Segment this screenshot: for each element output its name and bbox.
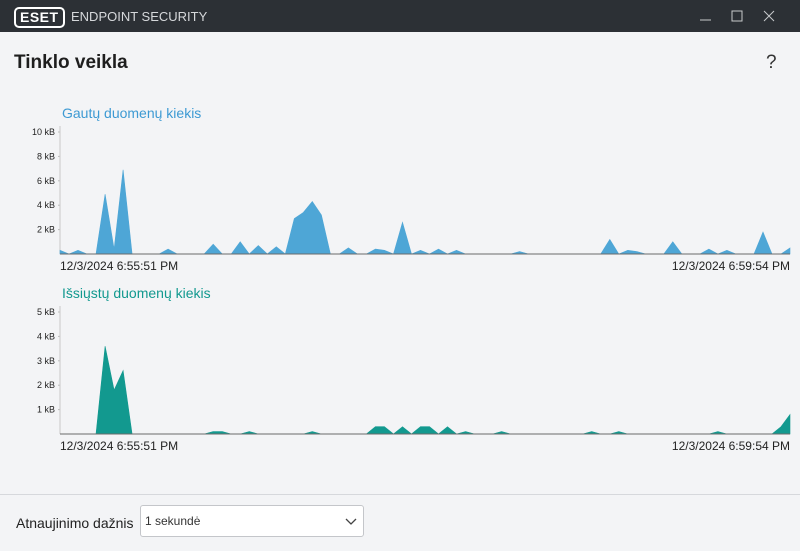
select-value: 1 sekundė	[145, 514, 201, 528]
y-tick-label: 2 kB	[37, 225, 55, 235]
title-bar: ESET ENDPOINT SECURITY	[0, 0, 800, 32]
area	[60, 346, 791, 435]
area	[59, 169, 791, 255]
y-tick-label: 2 kB	[37, 380, 55, 390]
chart-title: Gautų duomenų kiekis	[62, 105, 201, 121]
refresh-select[interactable]: 1 sekundė	[140, 505, 364, 537]
refresh-label: Atnaujinimo dažnis	[16, 515, 134, 531]
y-tick-label: 6 kB	[37, 176, 55, 186]
y-tick-label: 10 kB	[32, 127, 55, 137]
y-tick-label: 8 kB	[37, 151, 55, 161]
y-tick-label: 5 kB	[37, 307, 55, 317]
x-tick-label: 12/3/2024 6:59:54 PM	[672, 259, 790, 273]
close-button[interactable]	[763, 10, 775, 22]
page-title: Tinklo veikla	[14, 52, 128, 73]
x-tick-label: 12/3/2024 6:55:51 PM	[60, 259, 178, 273]
product-name: ENDPOINT SECURITY	[71, 9, 208, 24]
help-button[interactable]: ?	[766, 52, 777, 73]
y-tick-label: 3 kB	[37, 356, 55, 366]
y-tick-label: 4 kB	[37, 331, 55, 341]
x-tick-label: 12/3/2024 6:59:54 PM	[672, 439, 790, 453]
footer: Atnaujinimo dažnis 1 sekundė	[0, 494, 800, 551]
dropdown-arrow	[345, 518, 357, 525]
charts: Gautų duomenų kiekis 2 kB 4 kB 6 kB 8 kB 10 k…	[32, 105, 791, 453]
window-controls	[700, 10, 775, 22]
x-tick-label: 12/3/2024 6:55:51 PM	[60, 439, 178, 453]
chart-title: Išsiųstų duomenų kiekis	[62, 285, 211, 301]
y-tick-label: 1 kB	[37, 405, 55, 415]
logo: ESET	[14, 7, 65, 28]
y-tick-label: 4 kB	[37, 200, 55, 210]
maximize-button[interactable]	[731, 10, 743, 22]
